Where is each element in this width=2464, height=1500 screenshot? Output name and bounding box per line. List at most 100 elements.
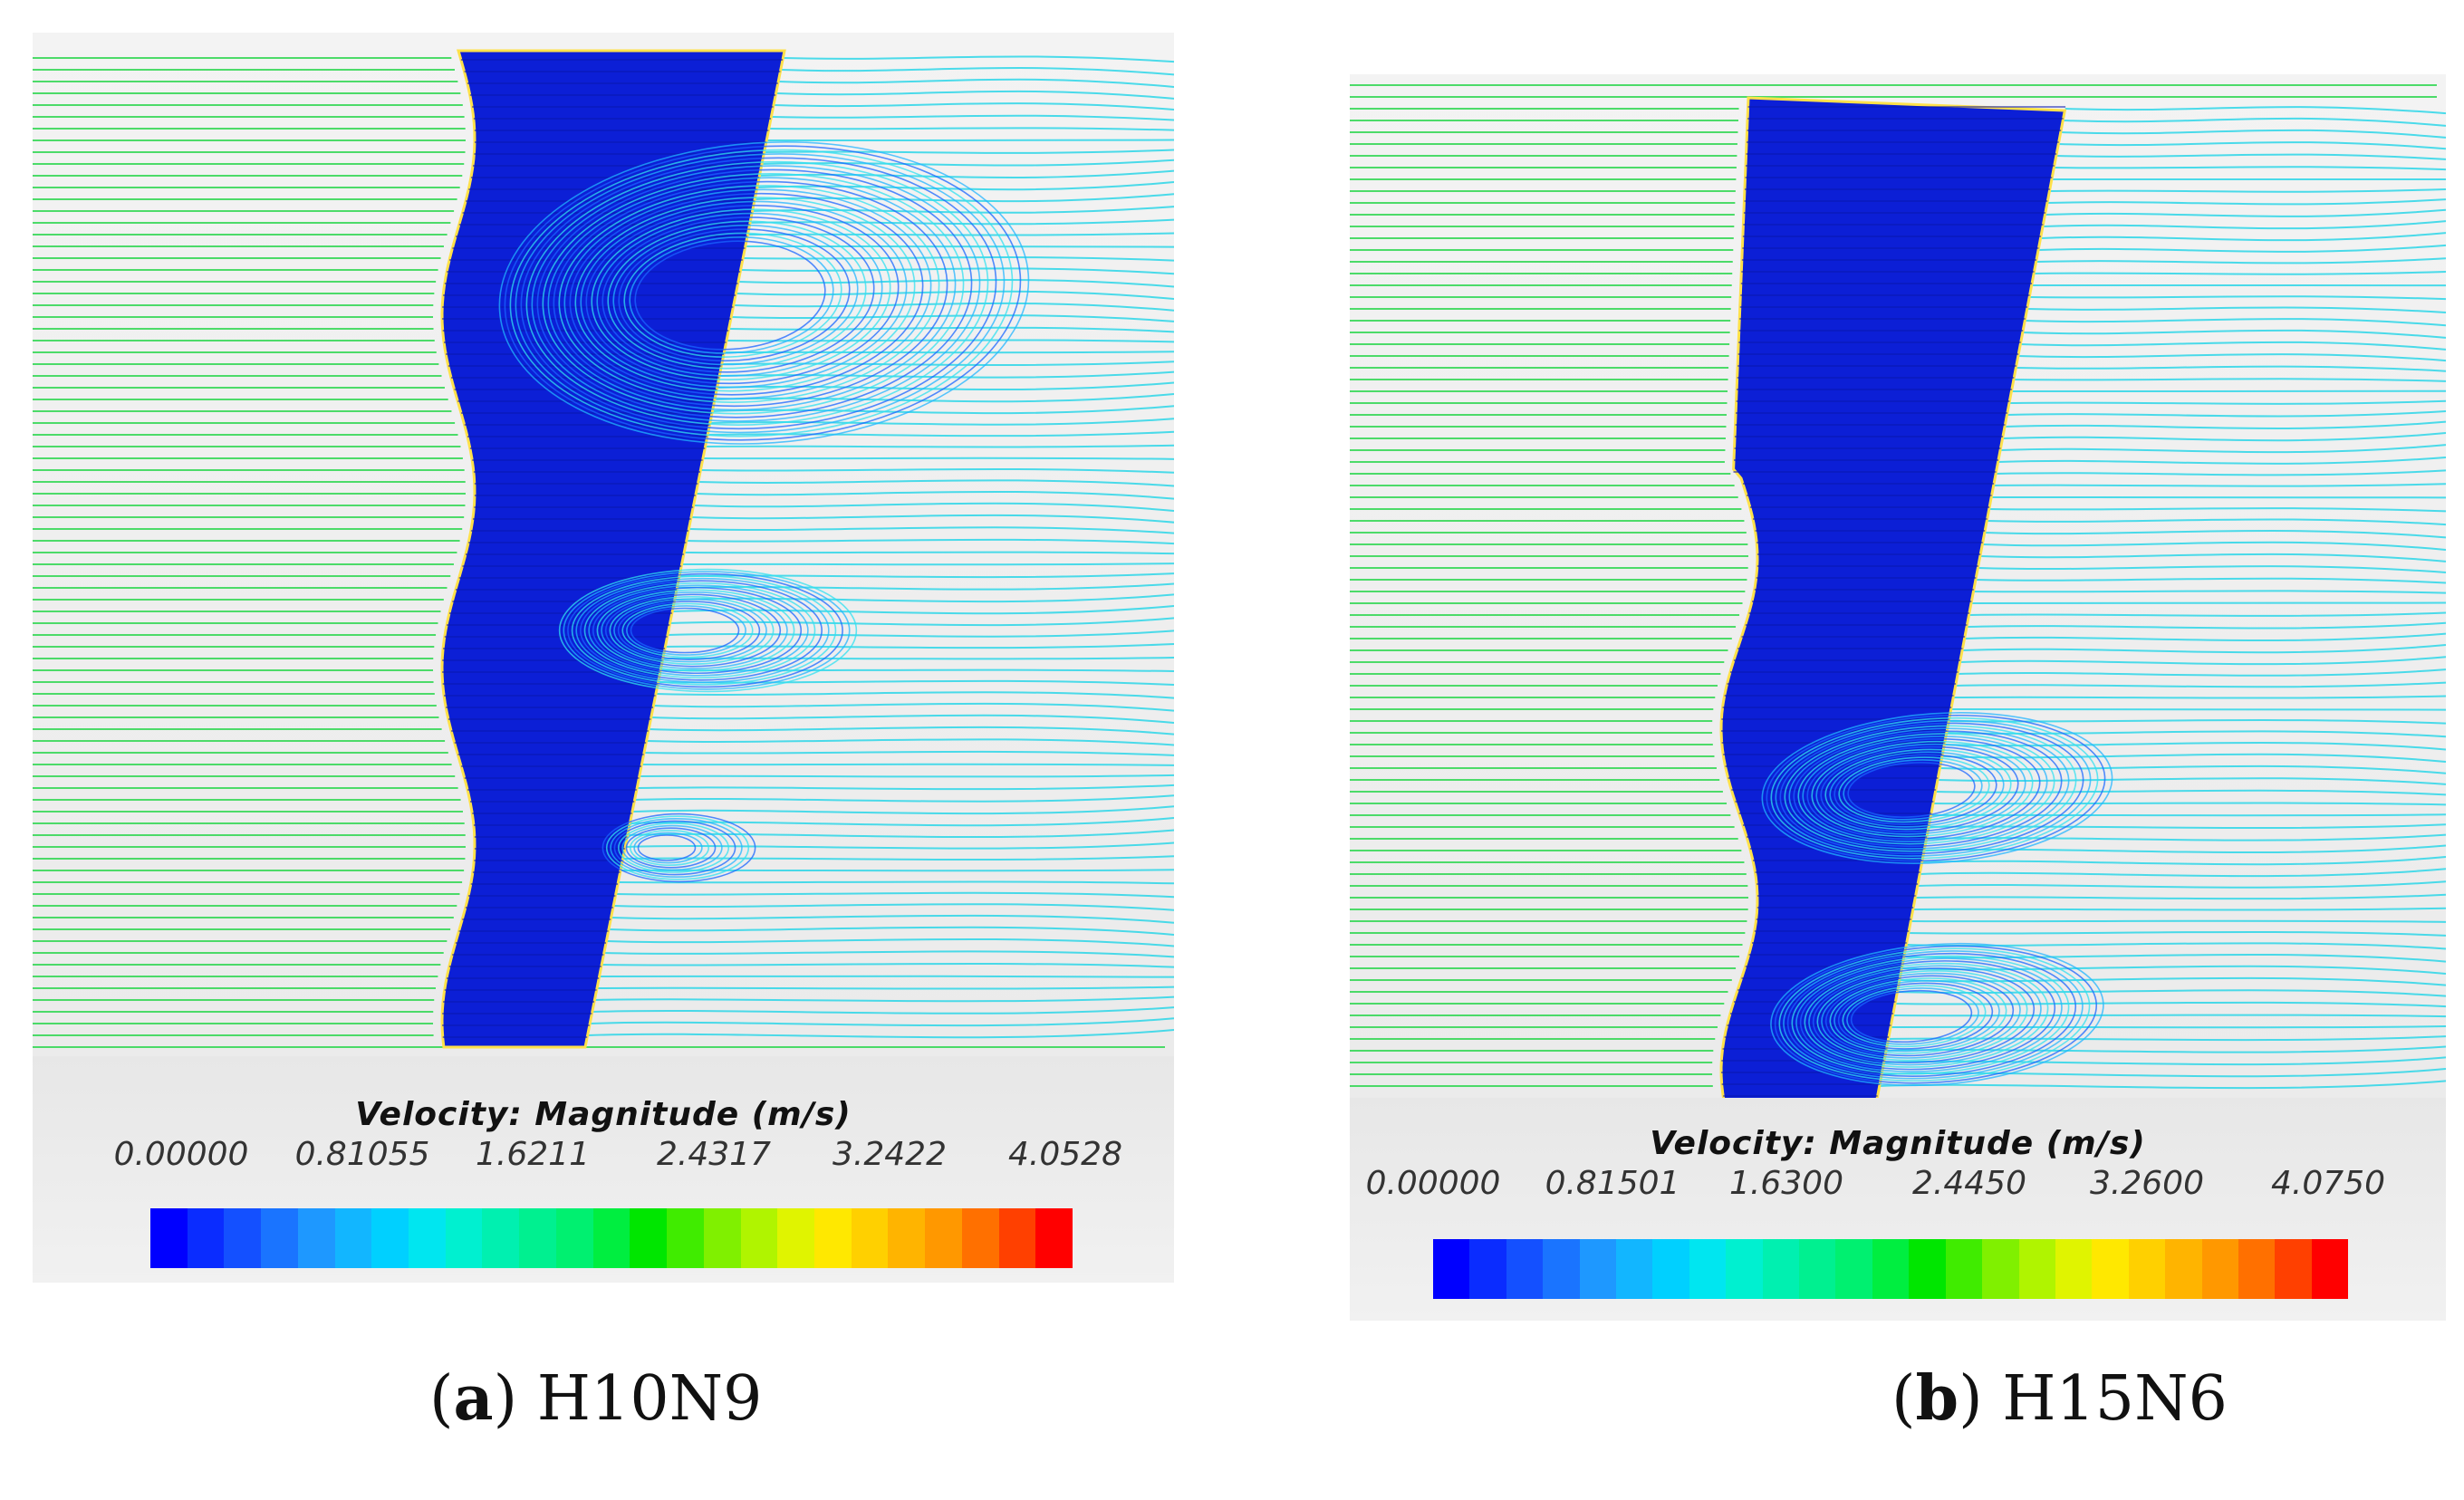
streamline xyxy=(2063,117,2446,127)
streamline xyxy=(702,457,1174,460)
vortex-swirl xyxy=(1834,754,1997,825)
streamline xyxy=(606,938,1174,947)
streamline xyxy=(1908,930,2446,937)
vortex-swirl xyxy=(1779,722,2084,855)
caption-letter: a xyxy=(453,1362,494,1435)
streamline xyxy=(1894,1001,2446,1008)
streamline xyxy=(669,617,1174,627)
colorbar-segment xyxy=(925,1208,962,1268)
streamline xyxy=(768,127,1174,131)
vortex-swirl xyxy=(583,582,816,679)
colorbar-segment xyxy=(1835,1239,1872,1299)
colorbar-segment xyxy=(2201,1239,2238,1299)
legend-title: Velocity: Magnitude (m/s) xyxy=(355,1096,852,1133)
colorbar-segment xyxy=(851,1208,889,1268)
colorbar-segment xyxy=(1909,1239,1946,1299)
streamline xyxy=(643,750,1174,756)
streamline xyxy=(587,1029,1174,1039)
vortex-swirl xyxy=(580,200,908,389)
vortex-swirl xyxy=(1774,945,2098,1084)
streamline xyxy=(1892,1014,2446,1018)
streamline xyxy=(608,926,1174,936)
streamline xyxy=(653,702,1174,712)
streamline xyxy=(721,361,1174,367)
legend-title: Velocity: Magnitude (m/s) xyxy=(1650,1125,2146,1162)
streamline xyxy=(2049,188,2446,193)
streamline xyxy=(2004,420,2446,429)
streamline xyxy=(2046,198,2446,206)
colorbar-segment xyxy=(1726,1239,1763,1299)
tick-label: 1.6211 xyxy=(476,1136,590,1173)
colorbar-segment xyxy=(703,1208,741,1268)
vortex-swirl xyxy=(585,205,900,385)
vortex-swirl xyxy=(553,180,948,408)
streamline xyxy=(2017,353,2446,362)
streamline xyxy=(660,668,1174,673)
colorbar-segment xyxy=(334,1208,372,1268)
caption-name: H10N9 xyxy=(536,1363,763,1435)
streamline xyxy=(696,490,1174,500)
caption-name: H15N6 xyxy=(2002,1363,2228,1435)
streamline xyxy=(1915,893,2446,900)
streamline xyxy=(759,169,1174,179)
streamline xyxy=(1949,719,2446,725)
streamline xyxy=(749,218,1174,226)
colorbar-segment xyxy=(1762,1239,1800,1299)
legend-h10n9: Velocity: Magnitude (m/s) 0.00000 0.8105… xyxy=(33,1056,1174,1283)
streamline xyxy=(2054,166,2446,171)
streamline xyxy=(700,467,1174,474)
vortex-swirl xyxy=(1775,719,2092,857)
streamline xyxy=(631,805,1174,815)
vortex-swirl xyxy=(1806,738,2041,841)
vortex-swirl xyxy=(1802,736,2048,842)
vortex-swirl xyxy=(1770,716,2099,860)
tick-label: 0.81055 xyxy=(294,1136,430,1173)
panel-h10n9: Velocity: Magnitude (m/s) 0.00000 0.8105… xyxy=(33,33,1174,1283)
streamline xyxy=(1996,469,2446,476)
streamline xyxy=(2025,318,2446,327)
vortex-swirl xyxy=(1784,725,2077,852)
streamline xyxy=(630,817,1174,827)
vortex-swirl xyxy=(515,153,1006,434)
vortex-swirl xyxy=(625,827,717,869)
streamline xyxy=(2036,257,2446,264)
vortex-swirl xyxy=(1829,751,2005,828)
colorbar-segment xyxy=(482,1208,520,1268)
colorbar-segment xyxy=(1652,1239,1689,1299)
streamline xyxy=(1879,1080,2446,1090)
colorbar-segment xyxy=(888,1208,926,1268)
streamline xyxy=(637,784,1174,791)
colorbar-segment xyxy=(445,1208,483,1268)
streamline xyxy=(681,562,1174,566)
streamline xyxy=(1924,844,2446,854)
streamline xyxy=(2026,306,2446,313)
streamline xyxy=(1929,823,2446,830)
vortex-swirl xyxy=(574,197,916,392)
vortex-swirl xyxy=(1824,748,2012,831)
vortex-swirl xyxy=(575,577,830,684)
streamline xyxy=(1967,621,2446,630)
vortex-swirl xyxy=(1808,965,2042,1066)
streamline xyxy=(737,278,1174,288)
streamline xyxy=(602,962,1174,968)
streamline xyxy=(665,642,1174,649)
colorbar-segment xyxy=(1579,1239,1617,1299)
vortex-swirl xyxy=(542,172,965,415)
tick-label: 3.2422 xyxy=(833,1136,947,1173)
streamline xyxy=(1937,777,2446,785)
streamline xyxy=(2008,399,2446,405)
vortex-swirl xyxy=(1788,727,2070,850)
streamline xyxy=(1891,1025,2446,1029)
vortex-swirl xyxy=(609,596,775,665)
streamline xyxy=(778,78,1174,88)
colorbar xyxy=(150,1208,1073,1268)
colorbar-segment xyxy=(1035,1208,1073,1268)
streamline xyxy=(743,256,1174,262)
colorbar-segment xyxy=(1543,1239,1580,1299)
streamline xyxy=(1897,989,2446,997)
streamline xyxy=(693,502,1174,512)
vortex-swirl xyxy=(1838,756,1990,823)
tick-label: 0.00000 xyxy=(113,1136,249,1173)
streamline xyxy=(773,102,1174,111)
vortex-swirl xyxy=(1843,759,1983,821)
